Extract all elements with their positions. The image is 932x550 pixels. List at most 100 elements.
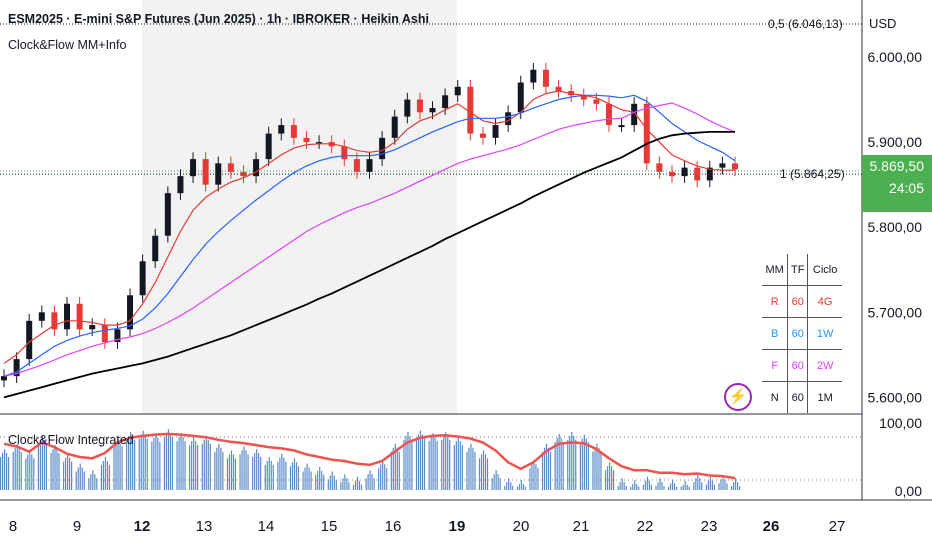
legend-ciclo: 1W	[807, 317, 842, 350]
histogram-bar	[358, 480, 361, 490]
histogram-bar	[102, 460, 105, 490]
candle-body	[719, 163, 726, 168]
histogram-bar	[159, 441, 161, 490]
histogram-bar	[176, 441, 178, 490]
time-tick-label: 16	[385, 518, 402, 535]
candle-body	[429, 108, 436, 113]
histogram-bar	[545, 443, 548, 490]
histogram-bar	[581, 438, 583, 490]
histogram-bar	[163, 437, 166, 490]
histogram-bar	[157, 437, 159, 490]
histogram-bar	[684, 480, 686, 490]
histogram-bar	[612, 470, 615, 490]
candle-body	[89, 325, 96, 330]
histogram-bar	[228, 454, 231, 490]
histogram-bar	[121, 446, 123, 490]
histogram-bar	[54, 445, 56, 490]
histogram-bar	[392, 447, 394, 490]
histogram-bar	[140, 434, 142, 490]
histogram-bar	[279, 457, 281, 490]
ma-pink-line	[3, 102, 736, 377]
histogram-bar	[436, 441, 438, 490]
histogram-bar	[575, 439, 577, 490]
histogram-bar	[606, 466, 609, 490]
histogram-bar	[655, 486, 657, 490]
histogram-bar	[308, 467, 310, 490]
last-price-tag: 5.869,50 24:05	[862, 155, 932, 212]
candle-body	[505, 112, 512, 126]
candle-body	[467, 86, 474, 134]
candle-body	[240, 171, 247, 177]
histogram-bar	[104, 457, 107, 490]
legend-mm: R	[762, 285, 789, 318]
histogram-bar	[373, 478, 375, 490]
histogram-bar	[650, 484, 652, 490]
histogram-bar	[571, 431, 573, 490]
oscillator-label[interactable]: Clock&Flow Integrated	[8, 433, 134, 447]
legend-header-tf: TF	[787, 254, 809, 286]
histogram-bar	[480, 454, 483, 490]
histogram-bar	[434, 437, 436, 490]
histogram-bar	[386, 468, 388, 490]
histogram-bar	[50, 453, 52, 490]
histogram-bar	[81, 467, 83, 490]
histogram-bar	[354, 480, 357, 490]
chart-title[interactable]: ESM2025 · E-mini S&P Futures (Jun 2025) …	[8, 12, 429, 26]
histogram-bar	[394, 443, 396, 490]
histogram-bar	[705, 484, 707, 490]
histogram-bar	[214, 451, 216, 490]
histogram-bar	[470, 443, 472, 490]
candle-body	[202, 159, 209, 185]
histogram-bar	[661, 482, 663, 490]
histogram-bar	[189, 445, 191, 490]
indicator-label[interactable]: Clock&Flow MM+Info	[8, 38, 127, 52]
candle-body	[64, 303, 71, 330]
histogram-bar	[113, 446, 115, 490]
histogram-bar	[264, 464, 266, 490]
histogram-bar	[508, 478, 510, 490]
histogram-bar	[153, 437, 155, 490]
histogram-bar	[667, 486, 670, 490]
bolt-icon[interactable]: ⚡	[724, 383, 752, 411]
histogram-bar	[138, 438, 140, 490]
histogram-bar	[428, 441, 430, 490]
histogram-bar	[739, 486, 741, 490]
time-tick-label: 26	[763, 518, 780, 535]
histogram-bar	[567, 439, 569, 490]
histogram-bar	[151, 441, 153, 490]
candle-body	[442, 95, 449, 109]
histogram-bar	[79, 463, 81, 490]
histogram-bar	[724, 479, 726, 490]
histogram-bar	[556, 437, 558, 490]
histogram-bar	[58, 453, 60, 490]
histogram-bar	[447, 435, 449, 490]
histogram-bar	[510, 482, 512, 490]
histogram-bar	[457, 437, 459, 490]
histogram-bar	[405, 435, 407, 490]
histogram-bar	[596, 443, 598, 490]
histogram-bar	[731, 486, 733, 490]
time-tick-label: 21	[573, 518, 590, 535]
histogram-bar	[701, 482, 703, 490]
histogram-bar	[407, 431, 409, 490]
histogram-bar	[659, 478, 661, 490]
histogram-bar	[522, 484, 524, 490]
time-tick-label: 23	[701, 518, 718, 535]
candle-body	[668, 171, 675, 177]
price-tick-label: 5.900,00	[868, 134, 923, 150]
ma-black-line	[3, 130, 735, 399]
histogram-bar	[390, 451, 392, 490]
histogram-bar	[441, 439, 443, 490]
histogram-bar	[403, 439, 405, 490]
candle-body	[517, 82, 524, 113]
candle-body	[706, 167, 713, 181]
histogram-bar	[234, 458, 237, 490]
histogram-bar	[226, 458, 229, 490]
histogram-bar	[623, 482, 625, 490]
candle-body	[303, 137, 310, 143]
histogram-bar	[256, 449, 258, 490]
histogram-bar	[478, 458, 481, 490]
histogram-bar	[169, 433, 172, 490]
histogram-bar	[83, 471, 85, 490]
